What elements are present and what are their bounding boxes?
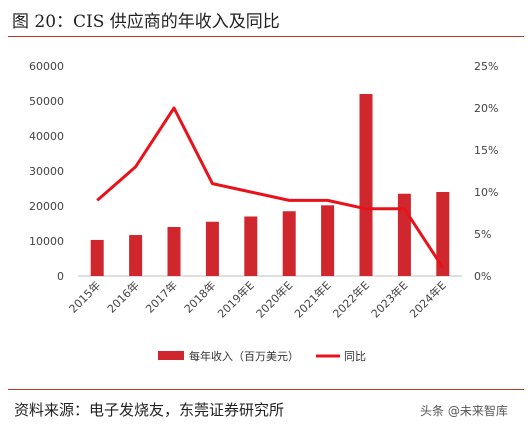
revenue-bar (244, 216, 258, 276)
revenue-bar (90, 239, 104, 276)
y-left-tick-label: 50000 (29, 95, 64, 108)
y-right-tick-label: 25% (474, 60, 498, 73)
y-right-tick-label: 5% (474, 228, 491, 241)
revenue-yoy-chart: 0 10000 20000 30000 40000 50000 60000 0% 5% 10% 1… (29, 60, 498, 363)
yoy-line (96, 106, 445, 269)
revenue-bar (436, 192, 450, 276)
source-text: 电子发烧友，东莞证券研究所 (89, 401, 285, 419)
source-label: 资料来源： (14, 401, 90, 419)
revenue-bar (129, 235, 143, 276)
y-right-tick-label: 0% (474, 270, 491, 283)
revenue-bar (359, 94, 373, 276)
x-tick-label: 2018年 (181, 278, 218, 315)
y-left-tick-label: 60000 (29, 60, 64, 73)
x-tick-label: 2022年E (330, 278, 372, 320)
x-tick-label: 2015年 (66, 278, 103, 315)
revenue-bar (205, 221, 219, 276)
y-left-tick-label: 30000 (29, 165, 64, 178)
source-note: 资料来源：电子发烧友，东莞证券研究所 (14, 399, 284, 420)
legend-line-label: 同比 (344, 350, 366, 363)
revenue-bar (397, 193, 411, 276)
x-tick-label: 2020年E (253, 278, 295, 320)
bottom-divider (8, 389, 524, 390)
revenue-bar (167, 227, 181, 276)
y-right-tick-label: 15% (474, 144, 498, 157)
y-right-tick-label: 10% (474, 186, 498, 199)
legend-bar-label: 每年收入（百万美元） (189, 349, 299, 363)
y-left-tick-label: 20000 (29, 200, 64, 213)
figure-title: 图 20：CIS 供应商的年收入及同比 (12, 12, 280, 32)
y-left-tick-label: 0 (57, 270, 64, 283)
legend-bar-swatch (158, 351, 184, 360)
x-tick-label: 2024年E (407, 278, 449, 320)
watermark: 头条 @未来智库 (420, 404, 508, 418)
x-tick-label: 2021年E (291, 278, 333, 320)
y-left-tick-label: 10000 (29, 235, 64, 248)
y-right-tick-label: 20% (474, 102, 498, 115)
x-tick-label: 2023年E (368, 278, 410, 320)
revenue-bar (282, 211, 296, 276)
x-tick-label: 2019年E (215, 278, 257, 320)
y-left-tick-label: 40000 (29, 130, 64, 143)
x-tick-label: 2016年 (104, 278, 141, 315)
revenue-bar (321, 205, 335, 276)
top-divider (8, 36, 524, 37)
x-tick-label: 2017年 (143, 278, 180, 315)
